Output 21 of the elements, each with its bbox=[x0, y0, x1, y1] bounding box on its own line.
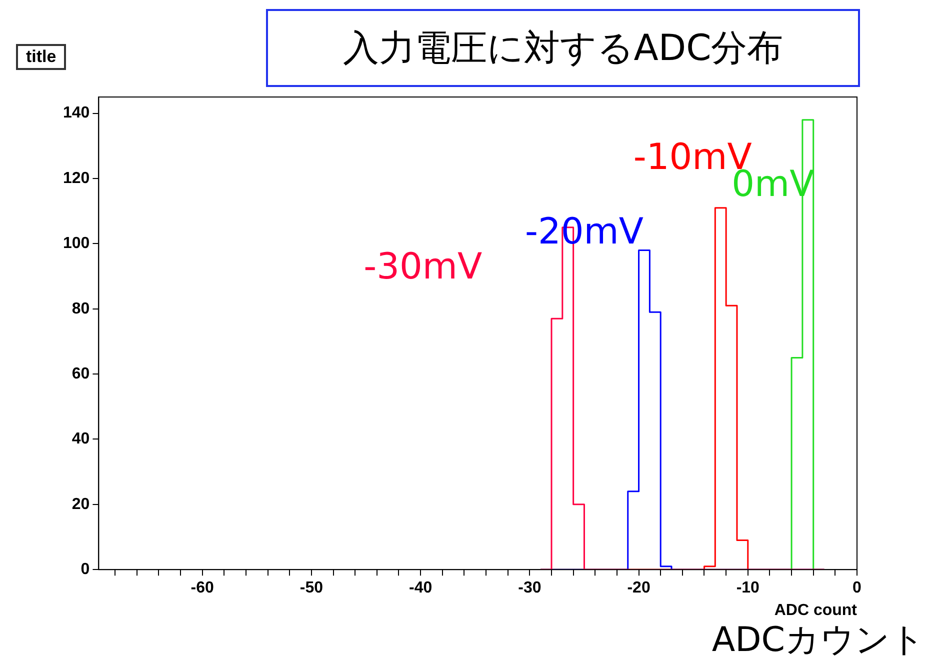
chart-subtitle: title bbox=[16, 44, 66, 70]
series-label: -20mV bbox=[524, 212, 644, 253]
x-tick-label: -60 bbox=[190, 580, 214, 597]
y-tick-label: 120 bbox=[62, 170, 90, 187]
y-tick-label: 40 bbox=[72, 430, 90, 448]
x-tick-label: -10 bbox=[736, 580, 760, 597]
x-axis-title: ADC count bbox=[774, 602, 858, 619]
x-tick-label: -50 bbox=[300, 580, 324, 597]
y-tick-label: 80 bbox=[72, 300, 90, 318]
x-tick-label: -20 bbox=[627, 580, 650, 597]
y-tick-label: 140 bbox=[62, 104, 90, 122]
x-tick-label: -40 bbox=[409, 580, 432, 597]
y-tick-label: 20 bbox=[72, 496, 90, 513]
text: ADCカウント bbox=[712, 619, 925, 662]
x-tick-label: -30 bbox=[518, 580, 542, 597]
y-tick-label: 100 bbox=[62, 235, 90, 252]
chart-title: 入力電圧に対するADC分布 bbox=[266, 9, 860, 87]
y-tick-label: 0 bbox=[80, 561, 90, 578]
y-tick-label: 60 bbox=[72, 365, 90, 382]
x-tick-label: 0 bbox=[852, 580, 862, 597]
text: -30mV bbox=[364, 246, 482, 288]
